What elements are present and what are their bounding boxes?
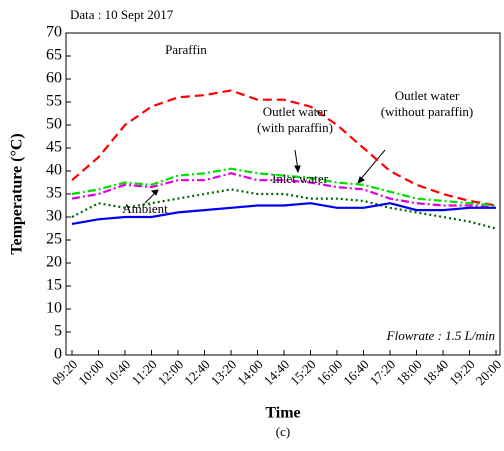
x-tick-label: 14:40: [261, 357, 293, 389]
x-tick-label: 15:20: [287, 357, 319, 389]
series-line: [71, 89, 497, 207]
annotation: Flowrate : 1.5 L/min: [386, 328, 495, 343]
x-axis-label: Time: [265, 405, 300, 422]
x-tick-label: 17:20: [367, 357, 399, 389]
note: Data : 10 Sept 2017: [70, 7, 174, 22]
y-tick-label: 55: [46, 93, 62, 110]
x-tick-label: 10:40: [102, 357, 134, 389]
x-tick-label: 14:00: [234, 357, 266, 389]
x-tick-label: 12:00: [155, 357, 187, 389]
annotation: Inlet water: [272, 171, 329, 186]
annotation: (with paraffin): [257, 120, 333, 135]
y-tick-label: 65: [46, 47, 62, 64]
y-tick-label: 30: [46, 208, 62, 225]
series-line: [71, 202, 496, 225]
x-tick-label: 10:00: [75, 357, 107, 389]
annotation: Ambient: [122, 201, 168, 216]
y-tick-label: 45: [46, 139, 62, 156]
annotation: Paraffin: [165, 42, 207, 57]
x-tick-label: 12:40: [181, 357, 213, 389]
x-tick-label: 18:00: [393, 357, 425, 389]
series-line: [71, 167, 497, 207]
annotation: Outlet water: [395, 88, 460, 103]
y-tick-label: 35: [46, 185, 62, 202]
annotation: Outlet water: [263, 104, 328, 119]
x-tick-label: 16:00: [314, 357, 346, 389]
x-tick-label: 20:00: [473, 357, 504, 389]
y-tick-label: 0: [54, 346, 62, 363]
series-line: [71, 188, 497, 230]
y-tick-label: 15: [46, 277, 62, 294]
y-tick-label: 20: [46, 254, 62, 271]
x-tick-label: 13:20: [208, 357, 240, 389]
y-tick-label: 5: [54, 323, 62, 340]
y-tick-label: 25: [46, 231, 62, 248]
y-tick-label: 40: [46, 162, 62, 179]
y-tick-label: 10: [46, 300, 62, 317]
x-tick-label: 18:40: [420, 357, 452, 389]
y-tick-label: 70: [46, 24, 62, 41]
x-tick-label: 16:40: [340, 357, 372, 389]
annotation: (without paraffin): [381, 104, 474, 119]
x-tick-label: 19:20: [446, 357, 478, 389]
y-tick-label: 50: [46, 116, 62, 133]
y-tick-label: 60: [46, 70, 62, 87]
arrows: [144, 149, 386, 204]
x-tick-label: 11:20: [129, 357, 160, 388]
caption: (c): [276, 424, 290, 439]
y-axis-label: Temperature (°C): [9, 133, 26, 254]
